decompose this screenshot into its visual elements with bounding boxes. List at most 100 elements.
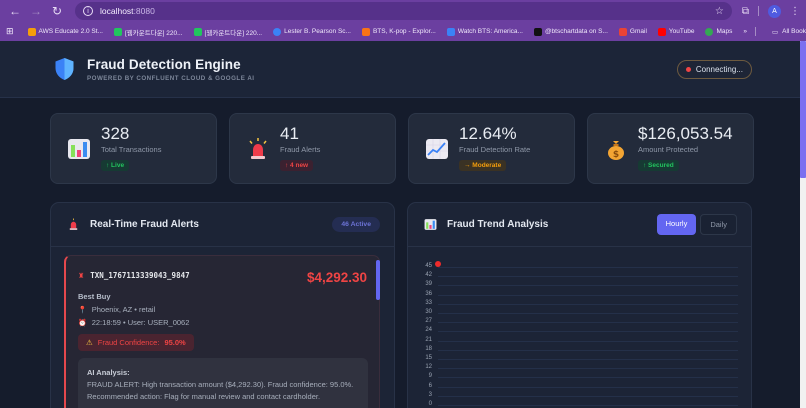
stat-card-detection-rate: 12.64% Fraud Detection Rate → Moderate [408, 113, 575, 184]
forward-arrow-icon: → [30, 4, 42, 18]
bookmark-gmail[interactable]: Gmail [618, 27, 647, 36]
bookmark-item[interactable]: BTS, K-pop - Explor... [361, 27, 436, 36]
extensions-icon[interactable]: ⧉ [741, 5, 749, 17]
stat-label: Amount Protected [638, 145, 699, 154]
y-axis-tick: 12 [425, 364, 432, 371]
bookmark-label: YouTube [668, 28, 695, 35]
back-arrow-icon: ← [9, 4, 21, 18]
bookmark-favicon-icon [27, 27, 36, 36]
bookmark-label: Watch BTS: America... [457, 28, 523, 35]
stat-value: 41 [280, 124, 299, 143]
y-axis-tick: 15 [425, 355, 432, 361]
back-button[interactable]: ← [6, 2, 24, 20]
y-axis-tick: 33 [425, 299, 432, 306]
forward-button[interactable]: → [27, 2, 45, 20]
bookmark-label: BTS, K-pop - Explor... [372, 28, 436, 35]
site-info-icon[interactable]: i [83, 6, 93, 16]
alerts-scrollbar[interactable] [376, 260, 380, 300]
grid-line [438, 294, 738, 296]
profile-avatar[interactable]: A [768, 4, 781, 18]
bookmark-favicon-icon [193, 27, 202, 36]
tab-hourly[interactable]: Hourly [656, 214, 697, 235]
y-axis-tick: 21 [425, 336, 432, 343]
all-bookmarks-button[interactable]: ▭All Bookmarks [772, 28, 806, 36]
page-content: Fraud Detection Engine POWERED BY CONFLU… [0, 41, 800, 408]
browser-toolbar: ← → ↻ i localhost:8080 ☆ ⧉ A ⋮ [0, 0, 806, 22]
grid-line [438, 331, 738, 333]
y-axis-tick: 0 [428, 401, 432, 407]
bookmark-item[interactable]: [웹카운트다운] 220... [193, 27, 263, 37]
bookmark-youtube[interactable]: YouTube [657, 27, 695, 36]
browser-chrome: ← → ↻ i localhost:8080 ☆ ⧉ A ⋮ ⊞ AWS Edu… [0, 0, 806, 41]
toolbar-divider [758, 6, 759, 16]
stat-label: Total Transactions [101, 145, 162, 154]
stat-value: $126,053.54 [638, 124, 733, 143]
bookmark-star-icon[interactable]: ☆ [714, 5, 724, 17]
bookmark-label: Maps [716, 28, 733, 35]
stat-value: 328 [101, 124, 130, 143]
bookmarks-overflow-button[interactable]: » [743, 28, 747, 35]
bookmark-favicon-icon [113, 27, 122, 36]
youtube-icon [657, 27, 666, 36]
bookmark-label: @btschartdata on S... [544, 28, 608, 35]
connection-status-text: Connecting... [695, 64, 743, 74]
data-point[interactable] [435, 260, 441, 267]
bookmark-item[interactable]: @btschartdata on S... [533, 27, 608, 36]
siren-icon: ♜ [78, 272, 85, 280]
y-axis-tick: 30 [425, 309, 432, 315]
status-badge: ↑ 4 new [280, 160, 314, 171]
bookmark-item[interactable]: Lester B. Pearson Sc... [273, 27, 351, 36]
bookmark-item[interactable]: [웹카운트다운] 220... [113, 27, 183, 37]
stat-card-amount-protected: $ $126,053.54 Amount Protected ↑ Secured [587, 113, 754, 184]
shield-logo-icon [55, 58, 74, 80]
confidence-label: Fraud Confidence: [97, 338, 160, 347]
bookmark-favicon-icon [273, 27, 282, 36]
gmail-icon [618, 27, 627, 36]
url-port: :8080 [133, 6, 155, 16]
y-axis-tick: 9 [428, 373, 432, 380]
status-badge: → Moderate [459, 160, 507, 171]
svg-text:$: $ [613, 150, 619, 160]
panel-title: Real-Time Fraud Alerts [90, 219, 199, 230]
location-pin-icon: 📍 [78, 306, 87, 314]
address-bar[interactable]: i localhost:8080 ☆ [75, 2, 732, 20]
alarm-clock-icon: ⏰ [78, 319, 87, 327]
y-axis-tick: 27 [425, 318, 432, 325]
grid-line [438, 313, 738, 314]
bookmarks-bar: ⊞ AWS Educate 2.0 St... [웹카운트다운] 220... … [0, 22, 806, 41]
trend-chart-icon [426, 138, 448, 159]
panel-title: Fraud Trend Analysis [447, 219, 549, 230]
fraud-alerts-panel: Real-Time Fraud Alerts 46 Active ♜ TXN_1… [50, 202, 395, 408]
page-scrollbar[interactable] [800, 41, 806, 408]
location-text: Phoenix, AZ • retail [91, 305, 156, 314]
alert-card[interactable]: ♜ TXN_1767113339043_9847 $4,292.30 Best … [64, 255, 380, 408]
grid-line [438, 349, 738, 351]
bookmarks-divider [754, 27, 756, 36]
panel-header: Real-Time Fraud Alerts 46 Active [51, 203, 394, 247]
grid-line [438, 322, 738, 324]
tab-daily[interactable]: Daily [700, 214, 737, 235]
analysis-title: AI Analysis: [87, 368, 130, 377]
menu-kebab-icon[interactable]: ⋮ [790, 5, 800, 17]
bookmark-label: [웹카운트다운] 220... [124, 29, 183, 37]
bookmark-label: [웹카운트다운] 220... [204, 29, 263, 37]
fraud-confidence-badge: ⚠ Fraud Confidence: 95.0% [78, 334, 194, 351]
active-count-badge: 46 Active [332, 217, 380, 232]
grid-line [438, 267, 738, 268]
fraud-trend-panel: Fraud Trend Analysis Hourly Daily 0 3 6 9 12… [407, 202, 752, 408]
page-scrollbar-thumb[interactable] [800, 41, 806, 178]
reload-button[interactable]: ↻ [48, 2, 66, 20]
grid-line [438, 377, 738, 379]
apps-grid-icon[interactable]: ⊞ [6, 26, 14, 36]
transaction-amount: $4,292.30 [306, 270, 367, 285]
bookmark-item[interactable]: Watch BTS: America... [446, 27, 523, 36]
merchant-name: Best Buy [78, 292, 111, 301]
confidence-value: 95.0% [164, 338, 186, 347]
bookmark-maps[interactable]: Maps [705, 27, 733, 36]
status-badge: ↑ Live [101, 160, 130, 171]
transaction-id: TXN_1767113339043_9847 [90, 271, 190, 280]
bookmark-item[interactable]: AWS Educate 2.0 St... [27, 27, 103, 36]
grid-line [438, 405, 738, 406]
bookmark-favicon-icon [446, 27, 455, 36]
grid-line [438, 386, 738, 388]
